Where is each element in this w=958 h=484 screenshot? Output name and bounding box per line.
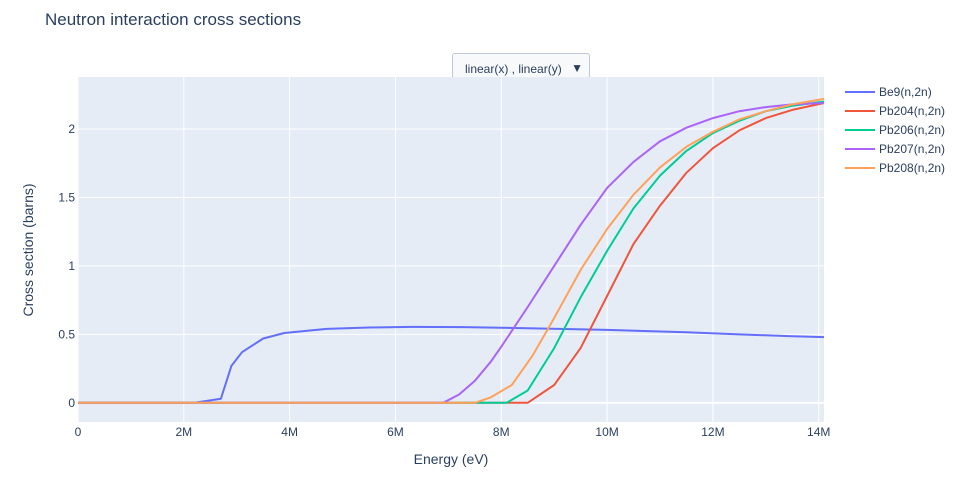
y-tick-label: 2 [68, 122, 75, 136]
x-tick-label: 12M [701, 425, 724, 439]
scale-dropdown-label: linear(x) , linear(y) [465, 62, 562, 76]
y-axis-title: Cross section (barns) [20, 183, 36, 316]
grid-lines [77, 77, 824, 422]
x-tick-label: 8M [493, 425, 510, 439]
x-tick-label: 6M [387, 425, 404, 439]
x-tick-labels: 0 2M 4M 6M 8M 10M 12M 14M [75, 425, 831, 439]
x-tick-label: 14M [807, 425, 830, 439]
plot-background [78, 77, 824, 422]
y-tick-label: 1 [68, 259, 75, 273]
x-axis-title: Energy (eV) [414, 451, 489, 467]
legend-label: Pb208(n,2n) [879, 161, 945, 175]
y-tick-labels: 0 0.5 1 1.5 2 [58, 122, 75, 410]
y-tick-label: 1.5 [58, 190, 75, 204]
y-tick-label: 0.5 [58, 327, 75, 341]
legend-item[interactable]: Pb208(n,2n) [845, 161, 945, 175]
legend-label: Pb204(n,2n) [879, 104, 945, 118]
x-tick-label: 0 [75, 425, 82, 439]
series-line-be9-n-2n[interactable] [78, 325, 825, 404]
series-line-pb204-n-2n[interactable] [78, 102, 825, 404]
series-line-pb207-n-2n[interactable] [78, 102, 825, 404]
chart-title: Neutron interaction cross sections [45, 10, 302, 29]
legend: Be9(n,2n) Pb204(n,2n) Pb206(n,2n) Pb207(n,2… [845, 85, 945, 175]
series-lines [78, 97, 825, 404]
series-line-pb208-n-2n[interactable] [78, 97, 825, 404]
triangle-down-icon: ▼ [571, 61, 583, 75]
legend-label: Pb207(n,2n) [879, 142, 945, 156]
legend-item[interactable]: Be9(n,2n) [845, 85, 932, 99]
legend-label: Be9(n,2n) [879, 85, 932, 99]
legend-item[interactable]: Pb204(n,2n) [845, 104, 945, 118]
x-tick-label: 2M [175, 425, 192, 439]
y-tick-label: 0 [68, 396, 75, 410]
legend-item[interactable]: Pb207(n,2n) [845, 142, 945, 156]
x-tick-label: 4M [281, 425, 298, 439]
legend-item[interactable]: Pb206(n,2n) [845, 123, 945, 137]
legend-label: Pb206(n,2n) [879, 123, 945, 137]
x-tick-label: 10M [595, 425, 618, 439]
